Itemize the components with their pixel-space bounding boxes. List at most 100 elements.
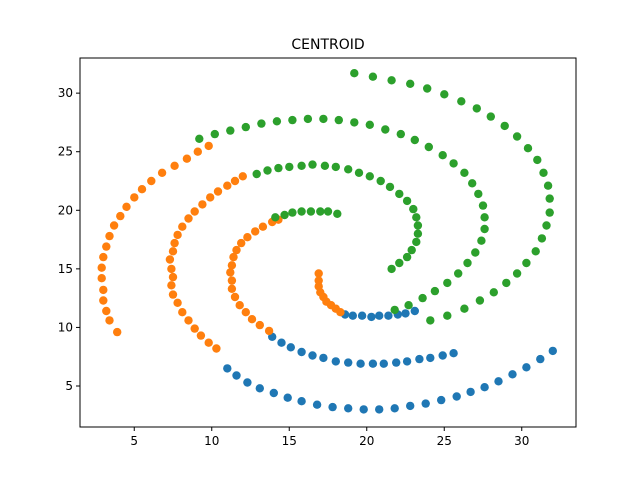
point-series-0-46: [367, 312, 376, 322]
point-series-2-32: [257, 119, 266, 128]
point-series-0-2: [522, 363, 531, 372]
point-series-1-59: [241, 308, 250, 317]
point-series-0-36: [308, 351, 317, 360]
point-series-2-16: [545, 208, 554, 217]
point-series-2-26: [443, 311, 452, 320]
x-tick-label: 25: [437, 434, 452, 448]
point-series-0-19: [269, 388, 278, 398]
point-series-2-46: [460, 168, 469, 177]
point-series-2-30: [226, 126, 235, 135]
point-series-0-11: [390, 404, 399, 413]
point-series-2-65: [297, 161, 306, 170]
point-series-0-34: [331, 357, 340, 366]
point-series-2-28: [195, 134, 204, 143]
point-series-2-92: [333, 209, 342, 218]
y-tick-label: 10: [58, 320, 73, 334]
point-series-2-88: [297, 207, 306, 216]
point-series-1-20: [204, 141, 213, 151]
point-series-2-80: [412, 237, 421, 247]
plot-frame: [79, 57, 577, 428]
point-series-2-23: [489, 288, 498, 297]
point-series-1-16: [157, 168, 167, 177]
point-series-0-3: [508, 370, 517, 379]
point-series-0-20: [255, 384, 264, 393]
point-series-2-91: [323, 207, 333, 216]
point-series-2-61: [252, 169, 261, 179]
point-series-1-24: [168, 247, 178, 256]
point-series-2-70: [354, 168, 364, 177]
point-series-2-64: [285, 162, 294, 172]
point-series-1-11: [116, 211, 125, 221]
point-series-0-17: [297, 397, 306, 406]
point-series-2-13: [539, 168, 548, 177]
point-series-2-17: [542, 221, 551, 230]
point-series-2-39: [365, 120, 374, 129]
point-series-1-50: [237, 238, 246, 248]
point-series-1-8: [102, 242, 111, 251]
point-series-1-3: [99, 296, 108, 305]
point-series-0-21: [243, 378, 252, 387]
point-series-2-55: [454, 269, 463, 278]
point-series-1-2: [102, 306, 111, 316]
point-series-1-33: [223, 181, 232, 190]
point-series-2-42: [410, 135, 419, 145]
point-series-2-4: [423, 84, 432, 93]
point-series-2-35: [303, 114, 313, 124]
point-series-2-1: [368, 72, 378, 81]
point-series-2-90: [316, 207, 325, 216]
point-series-2-34: [288, 115, 297, 125]
point-series-0-12: [375, 405, 384, 414]
point-series-1-25: [170, 238, 179, 248]
point-series-0-29: [392, 358, 401, 367]
point-series-2-12: [533, 155, 542, 165]
point-series-0-42: [401, 309, 410, 318]
point-series-1-53: [258, 222, 268, 231]
point-series-2-54: [463, 258, 472, 268]
point-series-1-7: [99, 252, 108, 262]
point-series-1-52: [251, 227, 260, 236]
point-series-0-38: [286, 343, 295, 352]
point-series-1-10: [109, 221, 119, 230]
point-series-0-39: [277, 338, 286, 347]
point-series-2-66: [308, 160, 317, 169]
point-series-2-72: [376, 176, 385, 186]
point-series-1-39: [178, 308, 187, 317]
point-series-0-23: [223, 364, 232, 373]
point-series-2-73: [385, 182, 395, 192]
point-series-1-36: [167, 281, 176, 290]
x-tick-label: 20: [359, 434, 374, 448]
point-series-1-38: [173, 298, 182, 307]
point-series-1-49: [232, 245, 241, 255]
y-tick-label: 20: [58, 203, 73, 217]
x-tick-label: 30: [514, 434, 529, 448]
point-series-0-33: [344, 358, 353, 367]
point-series-0-7: [452, 392, 461, 401]
point-series-0-37: [297, 347, 306, 357]
point-series-1-17: [170, 161, 179, 170]
point-series-2-8: [486, 112, 495, 121]
point-series-1-46: [226, 268, 235, 277]
point-series-0-14: [344, 404, 353, 413]
point-series-0-13: [359, 405, 368, 414]
point-series-1-21: [168, 272, 178, 282]
point-series-2-15: [545, 194, 554, 203]
point-series-2-85: [271, 213, 280, 222]
point-series-2-19: [531, 247, 540, 256]
point-series-0-26: [426, 353, 435, 363]
point-series-2-33: [272, 117, 282, 126]
point-series-2-0: [350, 69, 359, 78]
point-series-0-27: [415, 354, 424, 364]
point-series-1-61: [255, 320, 264, 330]
point-series-2-38: [350, 118, 359, 127]
point-series-2-62: [263, 166, 272, 175]
point-series-1-32: [213, 187, 223, 196]
point-series-2-74: [395, 189, 404, 199]
point-series-0-35: [319, 353, 328, 363]
point-series-1-64: [314, 276, 323, 285]
point-series-1-48: [229, 252, 238, 262]
point-series-2-75: [402, 196, 412, 206]
point-series-2-71: [365, 172, 374, 181]
point-series-0-41: [410, 306, 419, 316]
point-series-1-22: [167, 264, 176, 274]
